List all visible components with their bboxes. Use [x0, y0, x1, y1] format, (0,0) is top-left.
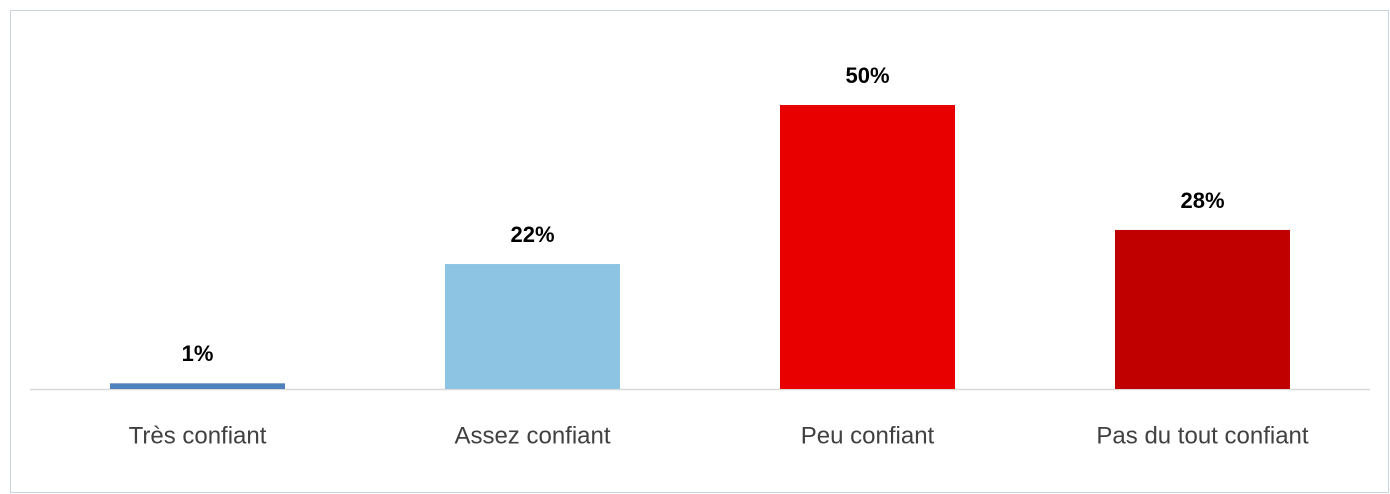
- x-tick-label: Pas du tout confiant: [1096, 422, 1308, 449]
- x-tick-label: Peu confiant: [801, 422, 935, 449]
- bar: [780, 105, 955, 389]
- x-tick-label: Très confiant: [129, 422, 267, 449]
- bar: [1115, 229, 1290, 389]
- value-label: 50%: [845, 63, 889, 88]
- chart-frame: [10, 10, 1389, 493]
- x-tick-label: Assez confiant: [454, 422, 610, 449]
- value-label: 1%: [182, 341, 214, 366]
- bar: [445, 264, 620, 389]
- bar: [110, 383, 285, 389]
- value-label: 22%: [510, 222, 554, 247]
- value-label: 28%: [1180, 188, 1224, 213]
